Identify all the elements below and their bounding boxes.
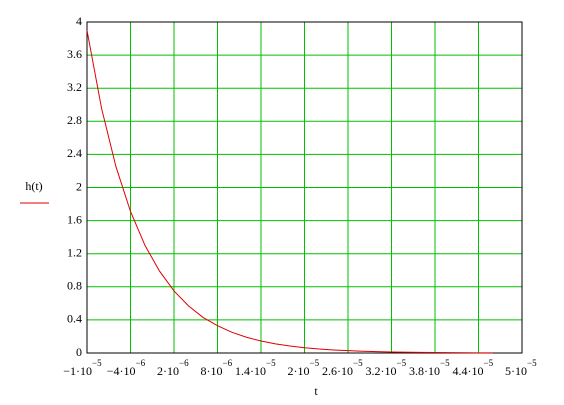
x-tick-exponent: −5	[92, 358, 102, 368]
x-tick-label: −4·10	[107, 364, 136, 378]
y-tick-label: 2	[76, 179, 82, 193]
x-tick-label: 3.2·10	[366, 364, 397, 378]
y-tick-label: 0	[76, 345, 82, 359]
x-tick-label: 5·10	[505, 364, 527, 378]
x-tick-label: 3.8·10	[409, 364, 440, 378]
x-tick-label: 4.4·10	[453, 364, 484, 378]
x-tick-exponent: −5	[266, 358, 276, 368]
x-tick-exponent: −6	[223, 358, 233, 368]
y-tick-label: 1.2	[67, 245, 82, 259]
y-tick-label: 2.8	[67, 113, 82, 127]
x-tick-exponent: −5	[484, 358, 494, 368]
x-tick-exponent: −5	[353, 358, 363, 368]
x-axis-label: t	[314, 384, 318, 398]
x-tick-label: −1·10	[63, 364, 92, 378]
x-tick-label: 1.4·10	[235, 364, 266, 378]
y-tick-label: 2.4	[67, 146, 82, 160]
x-tick-exponent: −6	[136, 358, 146, 368]
data-line	[86, 30, 493, 354]
y-tick-label: 0.4	[67, 312, 82, 326]
y-tick-label: 1.6	[67, 212, 82, 226]
legend-label: h(t)	[25, 179, 42, 193]
x-tick-exponent: −5	[397, 358, 407, 368]
y-tick-label: 3.6	[67, 47, 82, 61]
y-tick-label: 3.2	[67, 80, 82, 94]
plot-frame	[86, 21, 523, 354]
y-tick-label: 0.8	[67, 279, 82, 293]
x-tick-exponent: −6	[179, 358, 189, 368]
x-tick-exponent: −5	[440, 358, 450, 368]
x-tick-label: 8·10	[201, 364, 223, 378]
x-tick-exponent: −5	[527, 358, 537, 368]
x-tick-exponent: −5	[310, 358, 320, 368]
x-tick-label: 2·10	[288, 364, 310, 378]
x-tick-label: 2.6·10	[322, 364, 353, 378]
x-tick-label: 2·10	[157, 364, 179, 378]
y-tick-label: 4	[76, 14, 82, 28]
